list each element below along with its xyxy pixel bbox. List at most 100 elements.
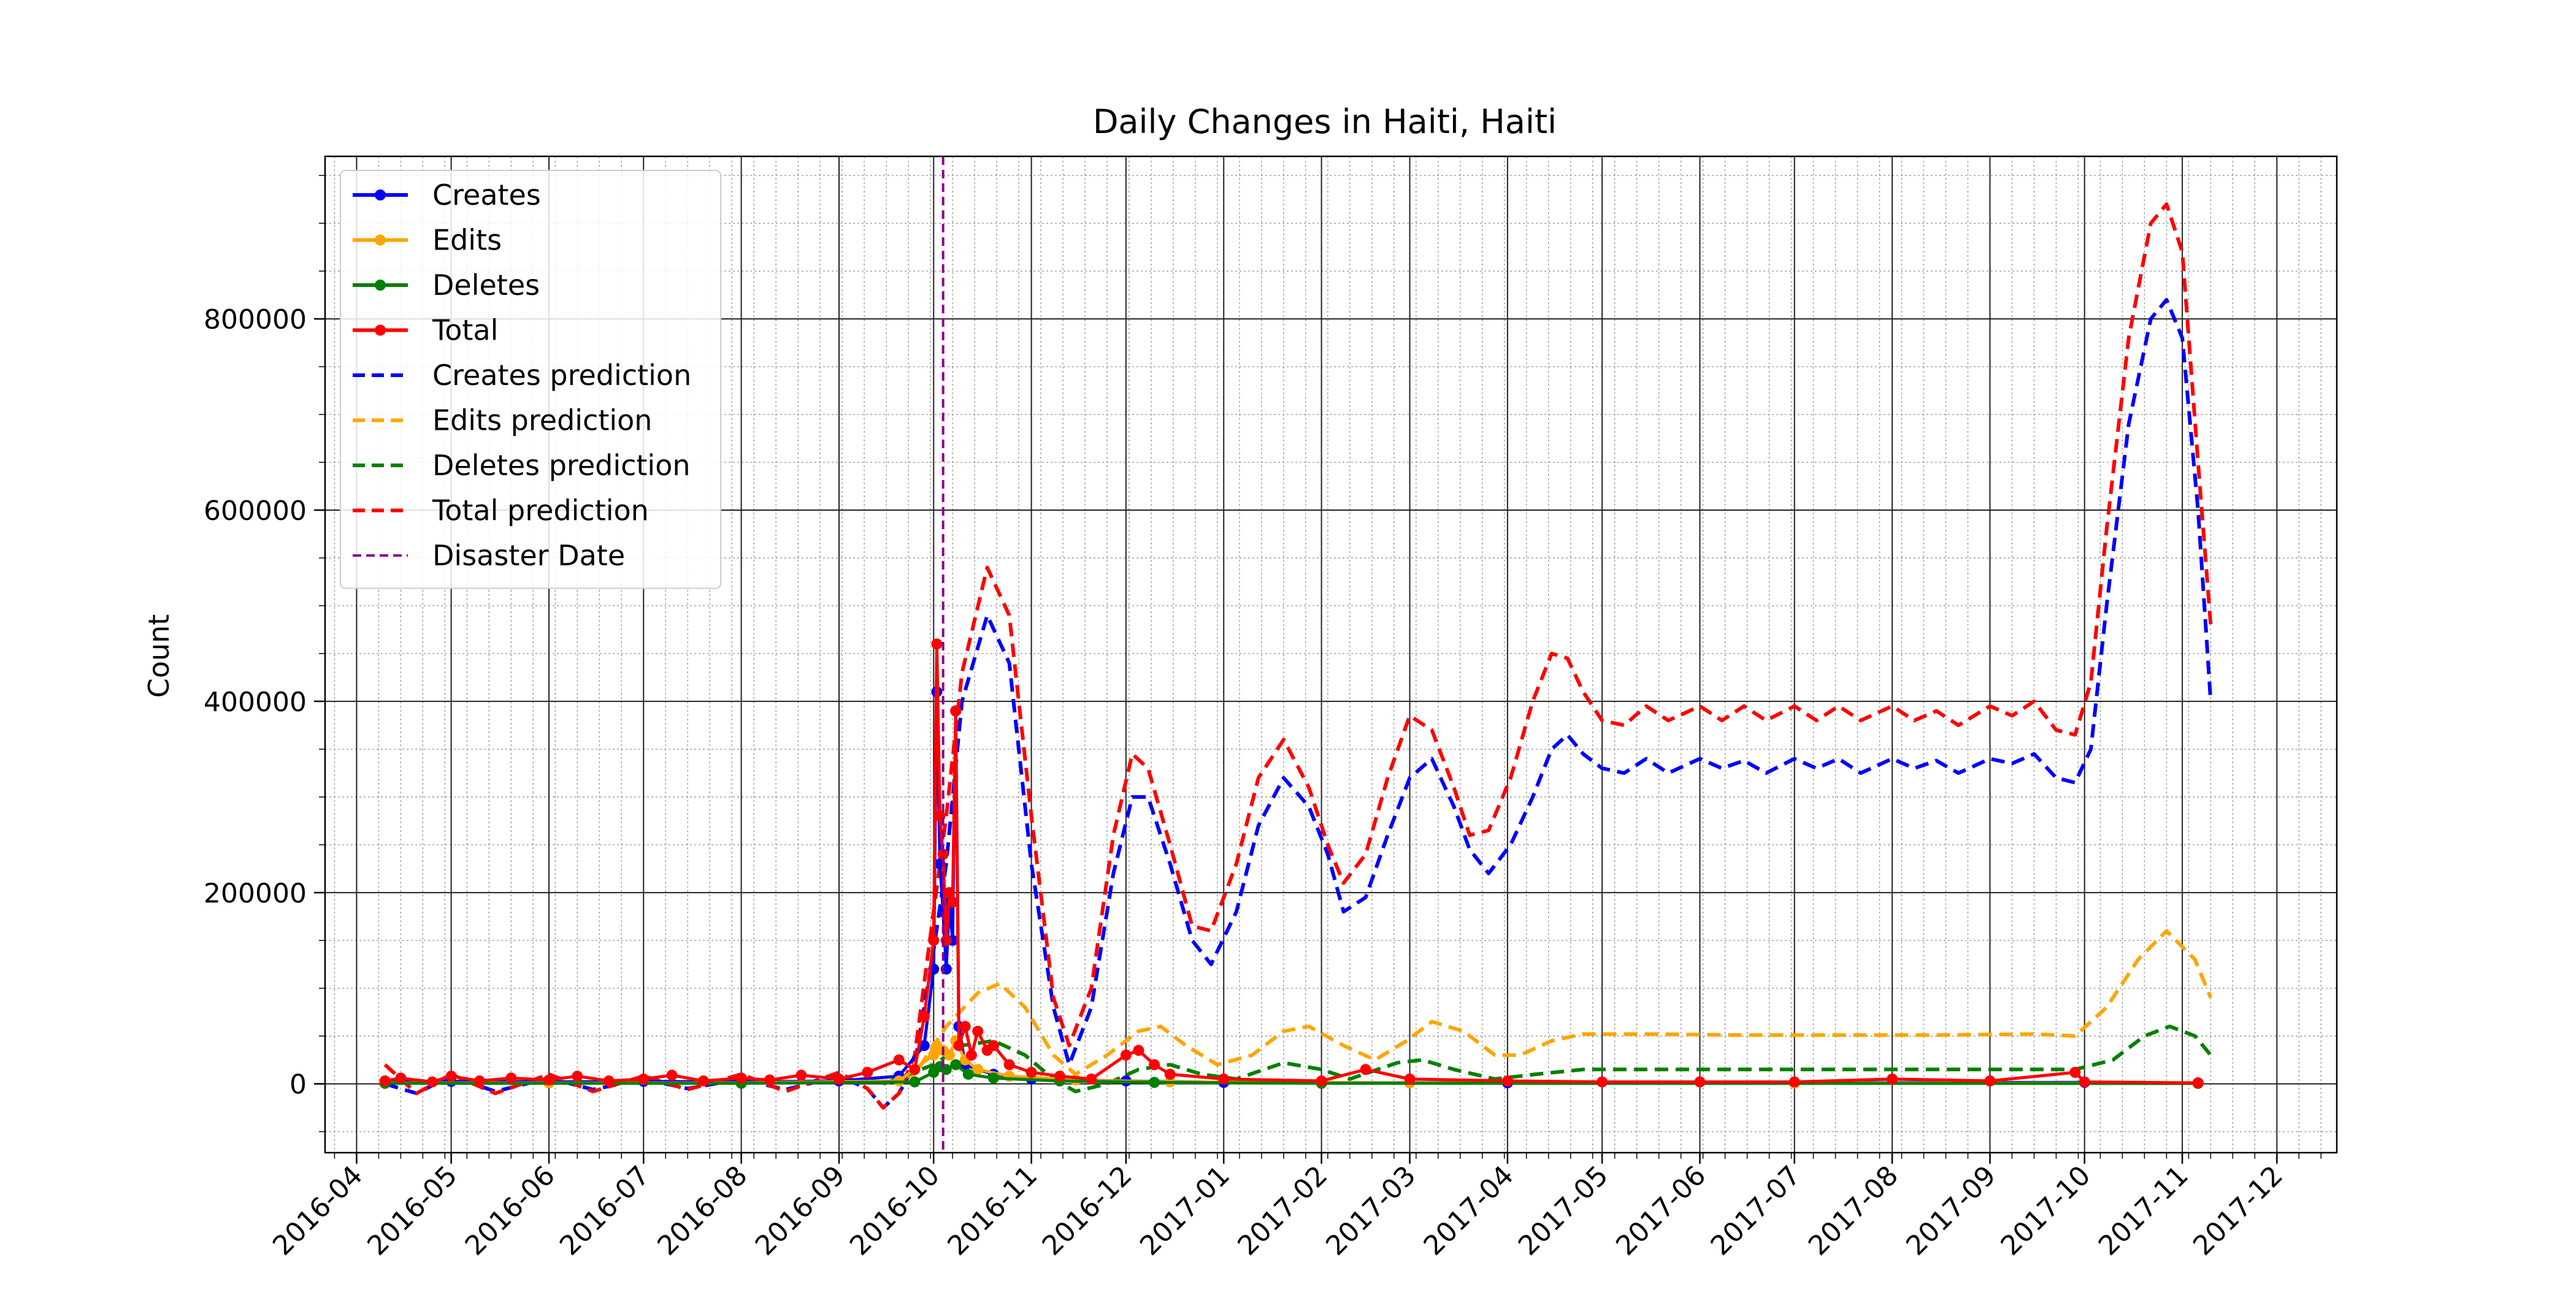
data-point-total — [603, 1075, 615, 1087]
legend-item-creates: Creates — [353, 178, 541, 212]
data-point-deletes — [987, 1072, 999, 1084]
plot-frame — [324, 155, 2338, 1154]
data-point-total — [764, 1074, 775, 1086]
legend-marker — [375, 280, 386, 291]
data-point-deletes — [909, 1076, 921, 1088]
legend-item-disaster-date: Disaster Date — [353, 539, 625, 572]
data-point-total — [1597, 1076, 1608, 1088]
data-point-total — [862, 1067, 873, 1078]
data-point-total — [965, 1049, 977, 1061]
legend-item-creates-prediction: Creates prediction — [353, 359, 691, 392]
y-tick-label: 400000 — [204, 687, 307, 718]
data-point-total — [1984, 1075, 1996, 1087]
legend-item-deletes-prediction: Deletes prediction — [353, 449, 691, 482]
legend-marker — [375, 189, 386, 200]
legend-item-edits-prediction: Edits prediction — [353, 404, 652, 437]
series-line-total-prediction — [383, 202, 2213, 1110]
chart-title: Daily Changes in Haiti, Haiti — [1093, 102, 1557, 141]
data-point-total — [1501, 1075, 1513, 1087]
data-point-total — [505, 1072, 517, 1084]
legend-label: Deletes prediction — [432, 449, 691, 482]
data-point-total — [1120, 1049, 1132, 1061]
data-point-total — [972, 1025, 984, 1037]
data-point-total — [937, 849, 949, 860]
data-point-total — [1360, 1064, 1371, 1075]
legend: Creates Edits Deletes Total Creates predicti… — [340, 170, 721, 589]
data-point-total — [943, 887, 955, 898]
data-point-total — [1316, 1075, 1327, 1087]
data-point-total — [638, 1073, 650, 1085]
y-tick-label: 0 — [289, 1069, 307, 1101]
data-point-total — [1694, 1076, 1706, 1088]
legend-item-edits: Edits — [353, 224, 502, 257]
series-line-deletes-prediction — [882, 1025, 2212, 1094]
legend-label: Total prediction — [432, 494, 649, 527]
series-line-edits-prediction — [883, 929, 2213, 1086]
data-point-total — [572, 1071, 583, 1082]
data-point-total — [909, 1064, 921, 1075]
data-point-edits — [972, 1064, 984, 1075]
data-point-total — [987, 1040, 999, 1051]
y-tick-label: 600000 — [204, 495, 307, 527]
legend-item-total-prediction: Total prediction — [353, 494, 649, 527]
legend-label: Edits prediction — [432, 404, 652, 437]
series-deletes-prediction — [882, 1025, 2212, 1094]
data-point-deletes — [962, 1069, 974, 1080]
data-point-total — [1404, 1073, 1416, 1085]
data-point-total — [1133, 1045, 1144, 1056]
data-point-total — [953, 1040, 965, 1051]
y-axis: 0 200000 400000 600000 800000 — [204, 175, 325, 1132]
data-point-total — [1025, 1067, 1037, 1078]
series-layer — [379, 202, 2213, 1110]
data-point-total — [543, 1074, 555, 1086]
data-point-total — [1003, 1059, 1015, 1071]
data-point-total — [2069, 1067, 2081, 1078]
y-tick-label: 800000 — [204, 304, 307, 335]
data-point-total — [918, 1011, 930, 1023]
data-point-total — [697, 1075, 709, 1087]
data-point-total — [931, 638, 943, 650]
series-line-creates-prediction — [384, 297, 2213, 1110]
data-point-total — [426, 1076, 438, 1088]
data-point-total — [947, 896, 959, 908]
data-point-total — [959, 1021, 971, 1032]
data-point-total — [950, 705, 962, 717]
y-axis-label: Count — [142, 614, 175, 698]
data-point-total — [666, 1069, 678, 1081]
legend-label: Creates prediction — [432, 359, 691, 392]
series-total — [379, 638, 2204, 1089]
data-point-edits — [943, 1049, 955, 1061]
data-point-deletes — [950, 1059, 962, 1071]
legend-label: Disaster Date — [432, 539, 625, 572]
data-point-total — [2192, 1077, 2204, 1089]
legend-label: Edits — [432, 224, 502, 257]
y-tick-label: 200000 — [204, 878, 307, 909]
data-point-total — [1086, 1073, 1097, 1085]
data-point-total — [1887, 1073, 1898, 1085]
series-edits-prediction — [883, 929, 2213, 1086]
data-point-total — [833, 1073, 845, 1085]
series-creates-prediction — [384, 297, 2213, 1110]
legend-item-total: Total — [353, 314, 498, 347]
data-point-total — [1164, 1069, 1176, 1080]
data-point-deletes — [1149, 1077, 1160, 1088]
data-point-total — [395, 1072, 407, 1084]
data-point-total — [795, 1069, 807, 1081]
legend-marker — [375, 234, 386, 246]
legend-item-deletes: Deletes — [353, 269, 540, 302]
data-point-total — [1149, 1059, 1160, 1071]
data-point-total — [893, 1054, 905, 1066]
data-point-total — [1054, 1071, 1065, 1082]
minor-grid — [325, 156, 2337, 1153]
data-point-edits — [928, 1049, 940, 1061]
legend-marker — [375, 324, 386, 336]
legend-box — [340, 170, 721, 589]
legend-label: Total — [432, 314, 498, 347]
data-point-total — [379, 1075, 391, 1087]
legend-label: Creates — [432, 178, 541, 212]
data-point-total — [735, 1072, 747, 1084]
data-point-total — [928, 934, 940, 946]
data-point-creates — [918, 1040, 930, 1051]
